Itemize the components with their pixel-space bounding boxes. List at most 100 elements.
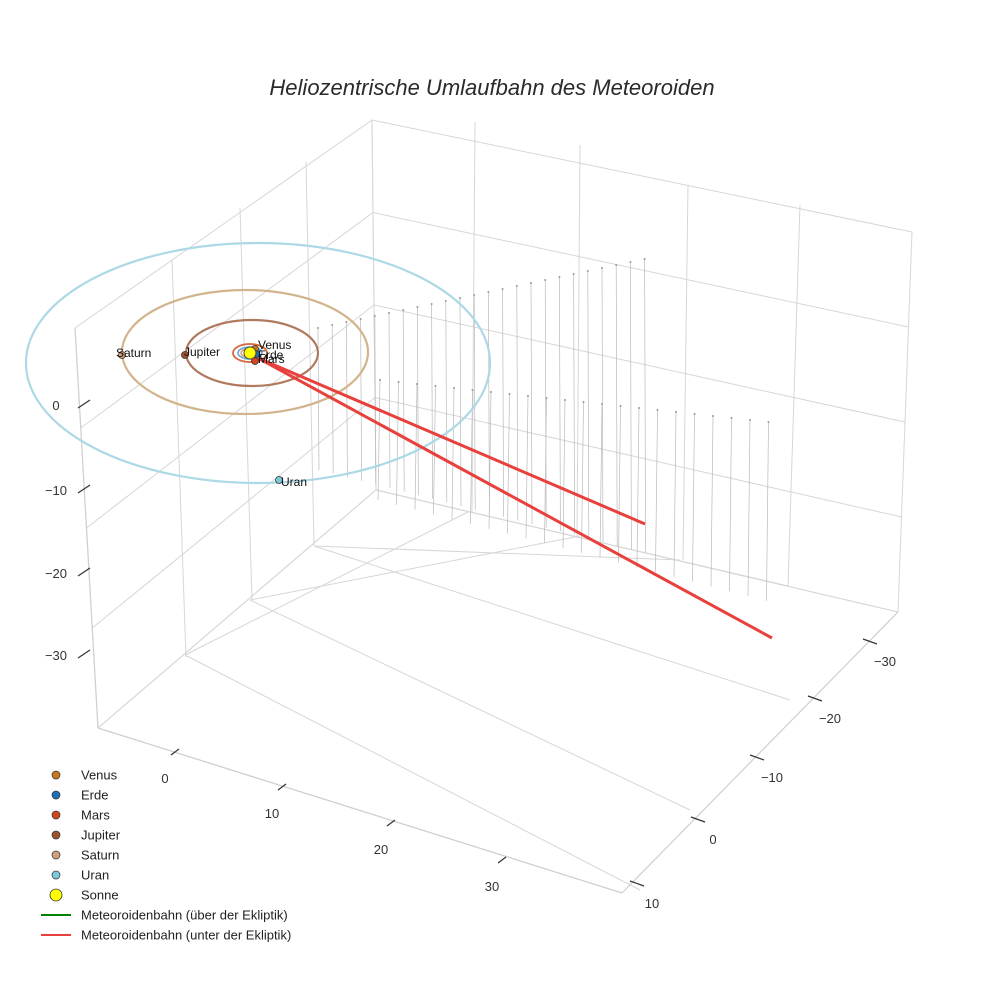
y-tickmark — [862, 638, 878, 645]
legend-label[interactable]: Uran — [81, 868, 109, 883]
back-wall-gridline — [372, 212, 909, 328]
projection-line — [417, 306, 419, 496]
projection-dot — [638, 407, 640, 409]
back-wall-gridline — [576, 144, 581, 537]
legend-label[interactable]: Jupiter — [81, 828, 121, 843]
legend-label[interactable]: Erde — [81, 788, 108, 803]
sun-marker — [243, 346, 257, 360]
back-wall-gridline — [682, 184, 689, 561]
left-wall-gridline — [86, 304, 375, 529]
projection-dot — [508, 393, 511, 395]
uran-orbit — [24, 241, 492, 485]
planet-label-erde: Erde — [258, 348, 284, 362]
y-tick-label: −30 — [874, 654, 896, 669]
meteoroid-path-below-1 — [257, 356, 646, 526]
projection-dot — [572, 273, 575, 275]
z-tick-label: −30 — [45, 648, 67, 663]
z-tickmark — [77, 567, 91, 577]
projection-line — [615, 264, 618, 546]
projection-line — [710, 415, 714, 587]
projection-dot — [582, 401, 585, 403]
y-axis-line — [621, 611, 899, 894]
planet-marker-mars — [251, 357, 259, 365]
meteoroid-paths — [257, 356, 773, 640]
projection-line — [507, 393, 510, 534]
legend-label[interactable]: Mars — [81, 808, 110, 823]
x-tick-label: 20 — [374, 842, 388, 857]
projection-dot — [629, 261, 632, 263]
mars-orbit — [232, 343, 268, 363]
projection-dot — [430, 303, 433, 305]
projection-dot — [490, 391, 492, 393]
projection-dot — [388, 312, 390, 314]
x-tick-label: 10 — [265, 806, 279, 821]
y-tickmark — [749, 754, 765, 761]
y-tick-label: 0 — [709, 832, 716, 847]
floor-gridline — [249, 599, 691, 811]
projection-line — [377, 379, 381, 501]
projection-dot — [459, 297, 461, 299]
planet-label-venus: Venus — [258, 338, 291, 352]
projection-line — [559, 276, 561, 532]
projection-dot — [379, 379, 381, 381]
x-tickmark — [386, 819, 396, 827]
grid-layer — [74, 119, 913, 894]
legend-label[interactable]: Saturn — [81, 848, 119, 863]
legend-label[interactable]: Meteoroidenbahn (unter der Ekliptik) — [81, 928, 291, 943]
projection-dot — [675, 411, 677, 413]
legend-marker-venus — [51, 770, 61, 780]
projection-line — [502, 288, 504, 517]
z-tick-label: −10 — [45, 483, 67, 498]
projection-dot — [345, 321, 348, 323]
projection-line — [433, 385, 436, 515]
projection-dot — [317, 327, 319, 329]
floor-gridline — [313, 545, 791, 701]
legend[interactable]: Venus Erde Mars Jupiter Saturn Uran Sonne Meteo… — [41, 768, 291, 943]
y-tickmark — [690, 816, 706, 823]
projection-dot — [473, 294, 476, 296]
legend-label[interactable]: Meteoroidenbahn (über der Ekliptik) — [81, 908, 288, 923]
projection-dot — [397, 381, 400, 383]
projection-line — [488, 291, 490, 514]
projection-line — [673, 411, 677, 577]
projection-line — [573, 273, 575, 535]
z-tickmark — [77, 484, 91, 494]
projection-line — [766, 421, 769, 601]
projection-line — [451, 387, 455, 520]
z-tick-label: −20 — [45, 566, 67, 581]
projection-dot — [434, 385, 437, 387]
floor-gridline — [97, 489, 377, 729]
projection-line — [630, 261, 632, 550]
planet-label-mars: Mars — [258, 352, 285, 366]
legend-label[interactable]: Sonne — [81, 888, 119, 903]
projection-line — [414, 383, 418, 510]
projection-line — [636, 407, 640, 568]
projection-line — [360, 318, 362, 481]
planet-label-saturn: Saturn — [116, 346, 151, 360]
projection-line — [525, 395, 529, 539]
projection-dot — [416, 383, 418, 385]
projection-dot — [619, 405, 622, 407]
legend-label[interactable]: Venus — [81, 768, 118, 783]
planet-marker-saturn — [118, 351, 126, 359]
z-tickmark — [77, 649, 91, 659]
projection-dot — [586, 270, 589, 272]
projection-dot — [515, 285, 518, 287]
drop-lines — [317, 258, 770, 601]
projection-dot — [712, 415, 714, 417]
left-wall-gridline — [171, 259, 187, 658]
floor-gridline — [184, 654, 641, 891]
projection-dot — [730, 417, 733, 419]
chart-title: Heliozentrische Umlaufbahn des Meteoroid… — [269, 75, 714, 100]
projection-dot — [749, 419, 751, 421]
projection-dot — [558, 276, 561, 278]
projection-dot — [656, 409, 659, 411]
planet-marker-uran — [275, 476, 283, 484]
projection-dot — [767, 421, 770, 423]
projection-line — [599, 403, 603, 558]
projection-dot — [545, 397, 548, 399]
projection-dot — [643, 258, 646, 260]
meteoroid-path-below-2 — [257, 356, 773, 640]
x-tickmark — [497, 856, 507, 864]
